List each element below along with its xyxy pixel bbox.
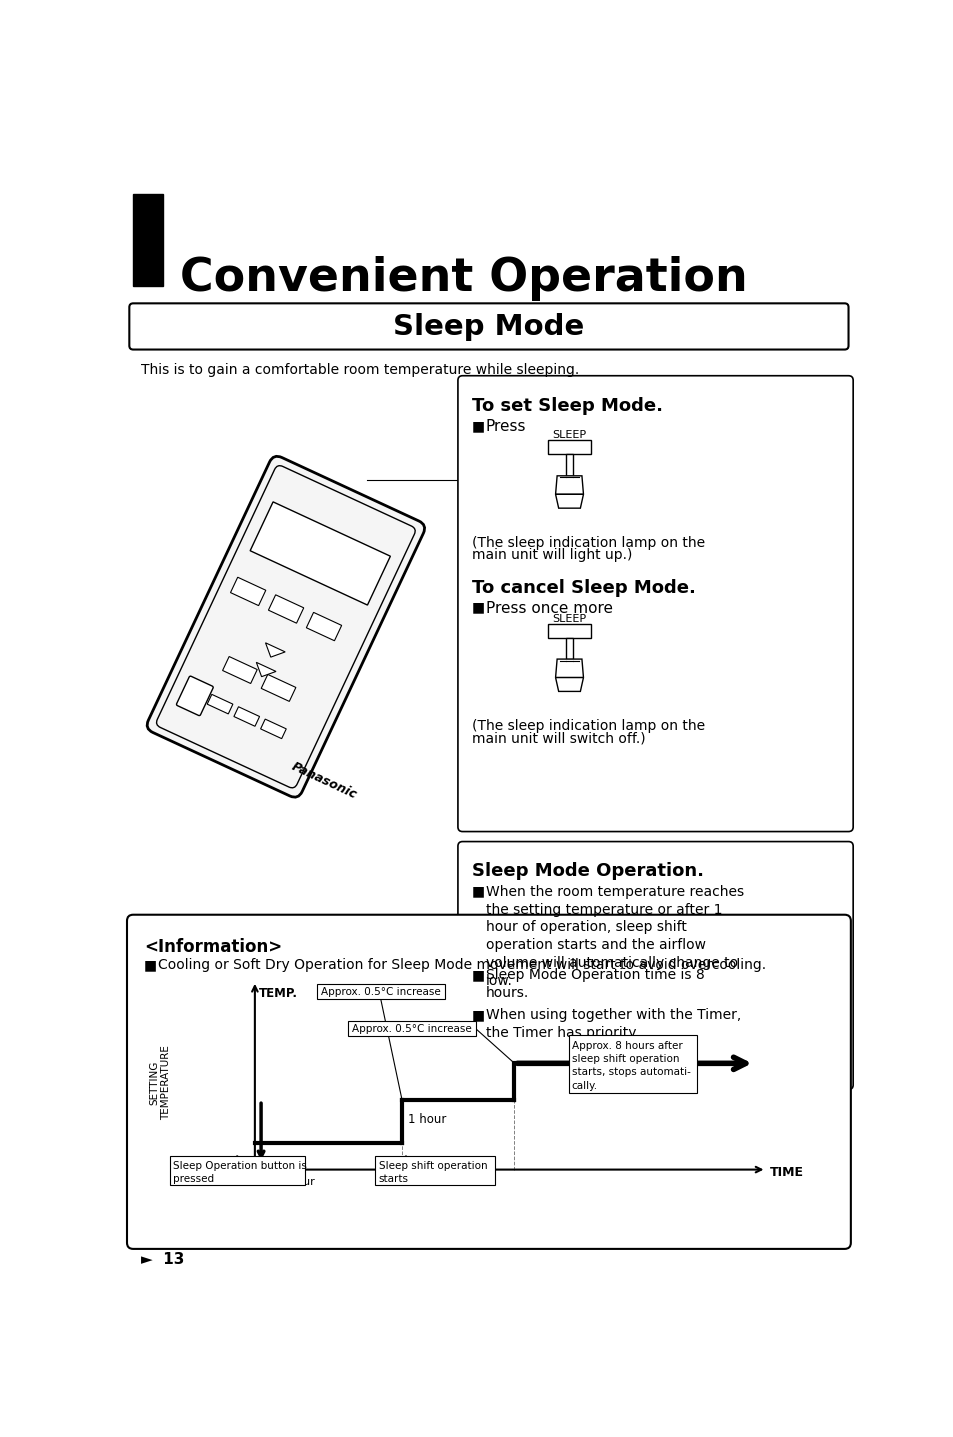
Polygon shape [555, 494, 583, 509]
Bar [547, 624, 591, 638]
FancyBboxPatch shape [457, 375, 852, 832]
Polygon shape [256, 662, 275, 677]
Text: Cooling or Soft Dry Operation for Sleep Mode movement will start to avoid overco: Cooling or Soft Dry Operation for Sleep … [158, 958, 765, 971]
Polygon shape [555, 660, 583, 678]
Bar [348, 1020, 476, 1036]
FancyBboxPatch shape [147, 457, 424, 798]
Bar [222, 657, 257, 684]
FancyBboxPatch shape [457, 842, 852, 1089]
Text: ■: ■ [472, 601, 484, 615]
Text: ■: ■ [472, 418, 484, 433]
Bar [250, 502, 390, 605]
Text: Press once more: Press once more [485, 601, 612, 615]
Text: Sleep Mode: Sleep Mode [393, 313, 584, 341]
Bar [133, 194, 162, 286]
Bar [170, 1155, 305, 1186]
Bar [306, 612, 341, 641]
Polygon shape [555, 678, 583, 691]
Bar [261, 674, 295, 701]
Polygon shape [555, 476, 583, 494]
Polygon shape [265, 642, 285, 657]
Text: (The sleep indication lamp on the: (The sleep indication lamp on the [472, 536, 704, 550]
Text: Approx. 0.5°C increase: Approx. 0.5°C increase [320, 987, 440, 997]
Text: 1 hour: 1 hour [408, 1112, 446, 1125]
Bar [233, 707, 259, 726]
Text: Sleep shift operation
starts: Sleep shift operation starts [378, 1161, 487, 1184]
Polygon shape [566, 638, 572, 660]
Text: Panasonic: Panasonic [290, 760, 359, 802]
Polygon shape [566, 454, 572, 476]
Bar [260, 718, 286, 739]
Text: ■: ■ [472, 969, 484, 981]
Text: SLEEP: SLEEP [552, 614, 586, 624]
Text: ■: ■ [144, 958, 157, 971]
Text: TIME: TIME [769, 1167, 803, 1180]
Text: To set Sleep Mode.: To set Sleep Mode. [472, 397, 662, 415]
Text: main unit will light up.): main unit will light up.) [472, 547, 632, 562]
Bar [568, 1035, 696, 1092]
FancyBboxPatch shape [127, 915, 850, 1249]
Text: Convenient Operation: Convenient Operation [179, 256, 746, 300]
Text: This is to gain a comfortable room temperature while sleeping.: This is to gain a comfortable room tempe… [141, 364, 578, 378]
Text: ■: ■ [472, 885, 484, 898]
Text: Sleep Operation button is
pressed: Sleep Operation button is pressed [173, 1161, 307, 1184]
Text: main unit will switch off.): main unit will switch off.) [472, 731, 645, 746]
Text: <Information>: <Information> [144, 938, 282, 956]
Bar [231, 578, 266, 605]
Bar [316, 984, 444, 999]
Text: ►  13: ► 13 [141, 1253, 184, 1267]
Text: (The sleep indication lamp on the: (The sleep indication lamp on the [472, 718, 704, 733]
Text: Approx. 8 hours after
sleep shift operation
starts, stops automati-
cally.: Approx. 8 hours after sleep shift operat… [571, 1040, 690, 1091]
Text: SLEEP: SLEEP [552, 431, 586, 440]
Text: Approx. 0.5°C increase: Approx. 0.5°C increase [352, 1023, 471, 1033]
Bar [207, 694, 233, 714]
Text: ■: ■ [472, 1007, 484, 1022]
Text: When the room temperature reaches
the setting temperature or after 1
hour of ope: When the room temperature reaches the se… [485, 885, 743, 989]
Text: Press: Press [485, 418, 526, 434]
FancyBboxPatch shape [130, 303, 847, 349]
Text: To cancel Sleep Mode.: To cancel Sleep Mode. [472, 579, 695, 596]
Text: When using together with the Timer,
the Timer has priority.: When using together with the Timer, the … [485, 1007, 740, 1040]
FancyBboxPatch shape [176, 677, 213, 716]
Text: 0 – 1 hour: 0 – 1 hour [258, 1177, 314, 1187]
Text: SETTING
TEMPERATURE: SETTING TEMPERATURE [149, 1045, 172, 1119]
Text: Sleep Mode Operation time is 8
hours.: Sleep Mode Operation time is 8 hours. [485, 969, 704, 1000]
Bar [375, 1155, 495, 1186]
Text: Sleep Mode Operation.: Sleep Mode Operation. [472, 862, 703, 879]
Text: TEMP.: TEMP. [258, 987, 297, 1000]
Bar [268, 595, 303, 624]
Bar [547, 440, 591, 454]
